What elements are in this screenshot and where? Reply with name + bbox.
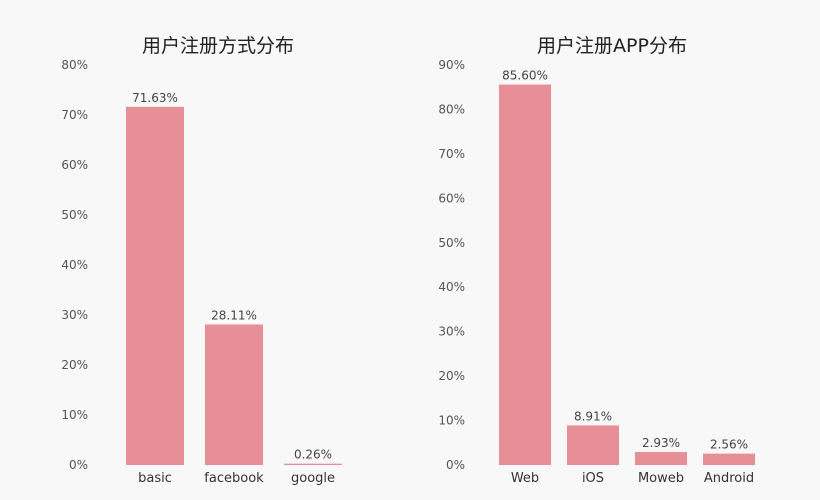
y-tick-label: 10% [61,408,88,422]
category-label: facebook [204,471,264,486]
y-tick-label: 50% [438,236,465,250]
chart-title: 用户注册方式分布 [142,35,294,57]
bar-moweb [635,451,687,465]
y-tick-label: 90% [438,58,465,72]
y-tick-label: 40% [61,258,88,272]
y-tick-label: 20% [61,358,88,372]
data-label: 2.56% [710,438,748,452]
y-tick-label: 80% [438,102,465,116]
registration-app-chart: 用户注册APP分布 0% 10% 20% 30% 40% 50% 60% 70% 80% 90% 8… [438,35,755,486]
category-label: Web [511,471,539,486]
category-label: iOS [582,471,604,486]
y-tick-label: 20% [438,369,465,383]
y-tick-label: 50% [61,208,88,222]
bar-google [284,463,342,465]
y-tick-label: 80% [61,58,88,72]
y-tick-label: 0% [69,458,88,472]
data-label: 2.93% [642,436,680,450]
y-tick-label: 0% [446,458,465,472]
bar-facebook [205,324,263,465]
y-tick-label: 30% [61,308,88,322]
bar-web [499,84,551,466]
y-tick-label: 70% [438,147,465,161]
category-label: basic [138,471,172,486]
data-label: 28.11% [211,308,257,322]
y-tick-label: 70% [61,108,88,122]
bar-basic [126,106,184,465]
y-tick-label: 60% [61,158,88,172]
bar-android [703,453,755,465]
y-tick-label: 40% [438,280,465,294]
y-tick-label: 30% [438,325,465,339]
category-label: Moweb [638,471,684,486]
data-label: 85.60% [502,69,548,83]
data-label: 8.91% [574,409,612,423]
data-label: 71.63% [132,91,178,105]
chart-title: 用户注册APP分布 [537,35,687,57]
y-tick-label: 60% [438,191,465,205]
category-label: google [291,471,335,486]
category-label: Android [704,471,754,486]
registration-method-chart: 用户注册方式分布 0% 10% 20% 30% 40% 50% 60% 70% 80% 71.63… [61,35,342,486]
bar-ios [567,425,619,465]
y-tick-label: 10% [438,414,465,428]
data-label: 0.26% [294,448,332,462]
